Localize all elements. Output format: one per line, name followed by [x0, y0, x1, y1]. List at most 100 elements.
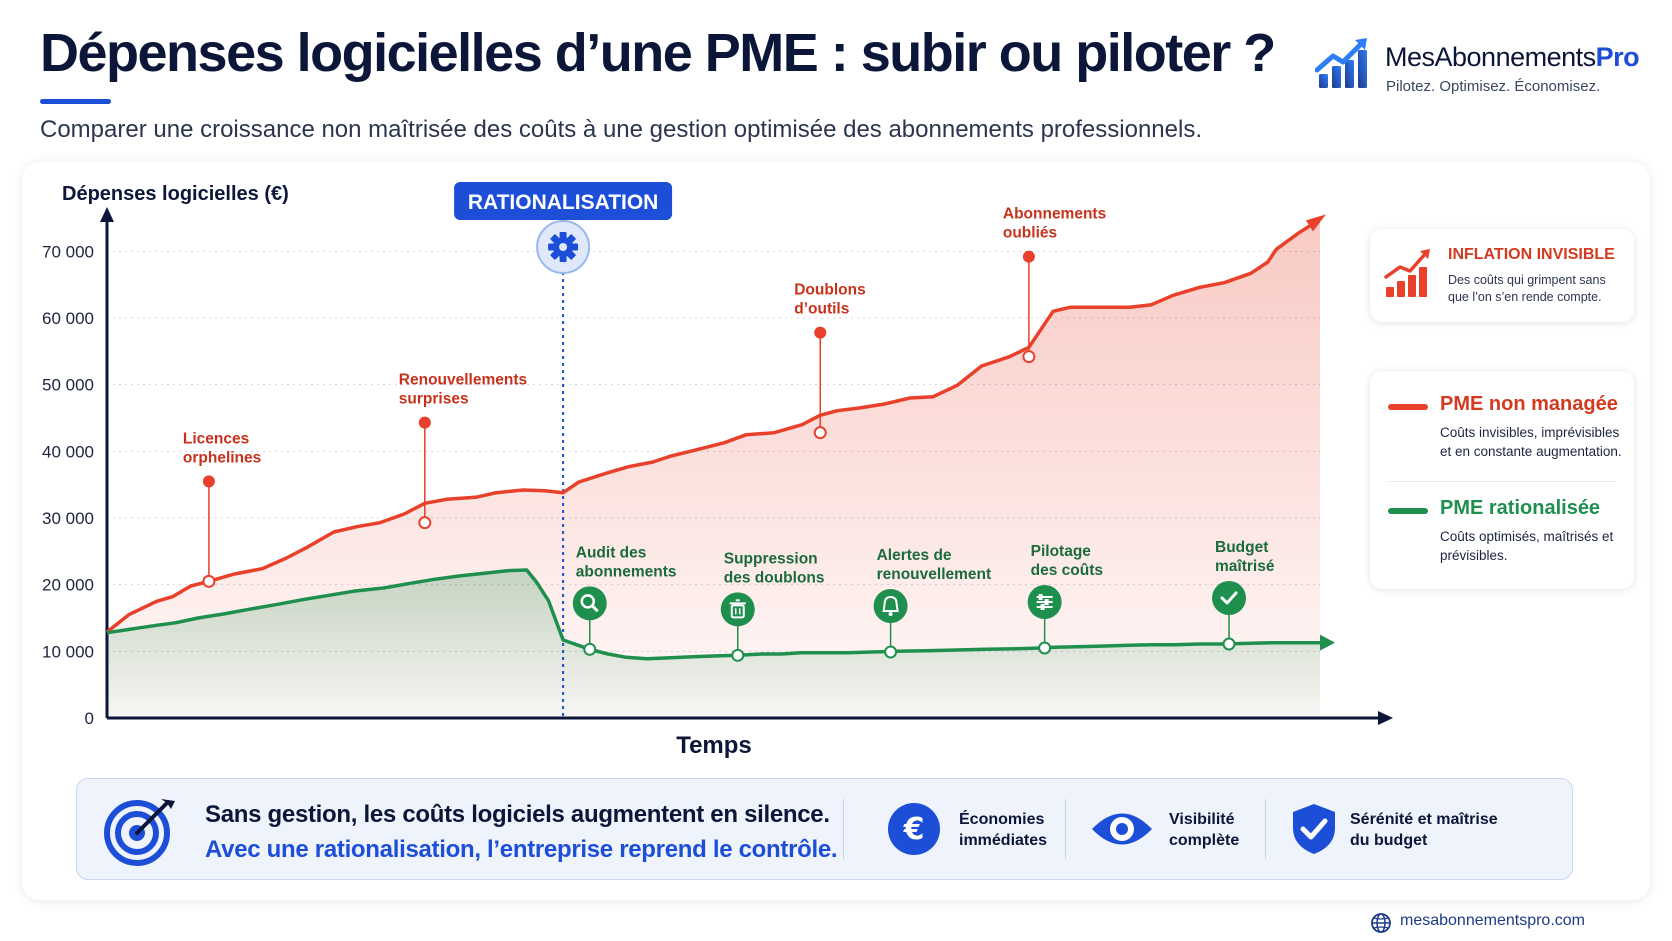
annotation-point — [813, 426, 827, 440]
summary-line-solution: Avec une rationalisation, l’entreprise r… — [205, 836, 838, 863]
series-line-unmanaged — [105, 217, 1321, 634]
annotation-label: Suppression — [724, 550, 818, 567]
legend: PME non managée Coûts invisibles, imprév… — [1370, 371, 1634, 589]
annotation-dot — [418, 416, 431, 429]
y-tick-label: 20 000 — [42, 576, 94, 595]
eye-icon — [1092, 813, 1152, 845]
legend-divider — [1388, 481, 1616, 482]
annotation-icon-bg — [1212, 581, 1247, 615]
gear-icon — [548, 232, 579, 262]
annotation-label: maîtrisé — [1215, 558, 1275, 575]
annotation-label: Audit des — [576, 544, 647, 561]
summary-banner: Sans gestion, les coûts logiciels augmen… — [76, 778, 1573, 880]
annotation-point — [884, 645, 898, 659]
annotation-point — [418, 516, 432, 530]
legend-desc-managed: Coûts optimisés, maîtrisés et prévisible… — [1440, 529, 1614, 563]
annotation-icon-bg — [873, 589, 908, 623]
trash-icon — [729, 599, 746, 619]
annotation-label: Alertes de — [877, 547, 952, 564]
benefit-visibility: Visibilité complète — [1169, 811, 1240, 849]
annotation-dot — [202, 475, 215, 488]
annotation-label: Renouvellements — [399, 372, 527, 389]
footer-website-link[interactable]: mesabonnementspro.com — [1400, 912, 1585, 929]
sliders-icon — [1036, 594, 1053, 610]
slider-knob — [1040, 604, 1045, 610]
slider-knob — [1038, 594, 1043, 600]
search-handle — [590, 604, 599, 612]
y-tick-label: 10 000 — [42, 642, 94, 661]
inflation-text: Des coûts qui grimpent sans que l’on s’e… — [1448, 273, 1606, 304]
y-tick-label: 0 — [85, 709, 94, 728]
annotation-icon-bg — [572, 586, 607, 621]
annotation-label: oubliés — [1003, 225, 1057, 242]
annotation-point — [731, 648, 745, 662]
euro-icon: € — [888, 803, 940, 855]
managed-arrowhead — [1320, 634, 1335, 651]
annotation-label: des coûts — [1031, 562, 1103, 579]
annotation-label: d’outils — [794, 301, 849, 318]
bell-icon — [882, 595, 899, 616]
y-axis-label: Dépenses logicielles (€) — [62, 183, 289, 205]
annotation-point — [1222, 637, 1236, 651]
legend-swatch-managed — [1388, 508, 1428, 514]
bell-body — [882, 595, 899, 612]
check-mark — [1220, 591, 1238, 605]
brand-tagline: Pilotez. Optimisez. Économisez. — [1386, 78, 1601, 95]
page-subtitle: Comparer une croissance non maîtrisée de… — [40, 116, 1202, 143]
check-icon — [1220, 591, 1238, 605]
annotation-point — [1038, 641, 1052, 655]
managed-area — [107, 570, 1320, 718]
target-icon — [104, 799, 175, 866]
y-axis-arrow — [100, 207, 114, 222]
annotation-dot — [814, 326, 827, 339]
rationalisation-label: RATIONALISATION — [468, 191, 659, 214]
annotation-label: abonnements — [576, 563, 677, 580]
summary-divider — [843, 799, 844, 859]
annotation-label: Pilotage — [1031, 543, 1092, 560]
annotation-label: renouvellement — [877, 566, 992, 583]
legend-desc-unmanaged: Coûts invisibles, imprévisibles et en co… — [1440, 425, 1622, 459]
slider-knob — [1044, 599, 1049, 605]
page-title: Dépenses logicielles d’une PME : subir o… — [40, 23, 1276, 83]
search-lens — [580, 594, 596, 609]
legend-name-managed: PME rationalisée — [1440, 497, 1601, 519]
summary-line-problem: Sans gestion, les coûts logiciels augmen… — [205, 801, 830, 828]
annotation-label: Budget — [1215, 539, 1268, 556]
legend-name-unmanaged: PME non managée — [1440, 393, 1618, 415]
y-tick-label: 30 000 — [42, 509, 94, 528]
gear-hole — [559, 243, 568, 251]
annotation-point — [202, 574, 216, 588]
legend-swatch-unmanaged — [1388, 404, 1428, 410]
y-tick-label: 50 000 — [42, 376, 94, 395]
annotation-point — [1022, 350, 1036, 364]
brand-name: MesAbonnementsPro — [1385, 42, 1640, 72]
inflation-card: INFLATION INVISIBLE Des coûts qui grimpe… — [1370, 229, 1634, 322]
rising-bars-icon — [1384, 249, 1430, 297]
annotation-label: Licences — [183, 430, 249, 447]
title-underline — [40, 99, 111, 104]
y-tick-label: 70 000 — [42, 242, 94, 261]
annotation-label: surprises — [399, 391, 469, 408]
inflation-title: INFLATION INVISIBLE — [1448, 246, 1615, 263]
annotation-label: des doublons — [724, 569, 825, 586]
svg-text:€: € — [903, 812, 925, 847]
brand-chart-icon — [1315, 38, 1367, 88]
summary-divider — [1065, 799, 1066, 859]
benefit-serenity: Sérénité et maîtrise du budget — [1350, 811, 1498, 849]
summary-divider — [1265, 799, 1266, 859]
annotation-point — [583, 642, 597, 656]
globe-icon — [1371, 913, 1391, 933]
y-tick-label: 60 000 — [42, 309, 94, 328]
annotation-label: Doublons — [794, 282, 865, 299]
bell-clapper — [888, 612, 893, 616]
benefit-savings: Économies immédiates — [959, 811, 1048, 849]
x-axis-arrow — [1378, 711, 1393, 725]
annotation-icon-bg — [720, 592, 755, 627]
annotation-label: orphelines — [183, 449, 261, 466]
series-line-managed — [106, 568, 1320, 661]
rationalisation-badge — [454, 182, 673, 220]
y-tick-label: 40 000 — [42, 442, 94, 461]
annotation-dot — [1022, 250, 1035, 263]
x-axis-label: Temps — [676, 732, 752, 759]
